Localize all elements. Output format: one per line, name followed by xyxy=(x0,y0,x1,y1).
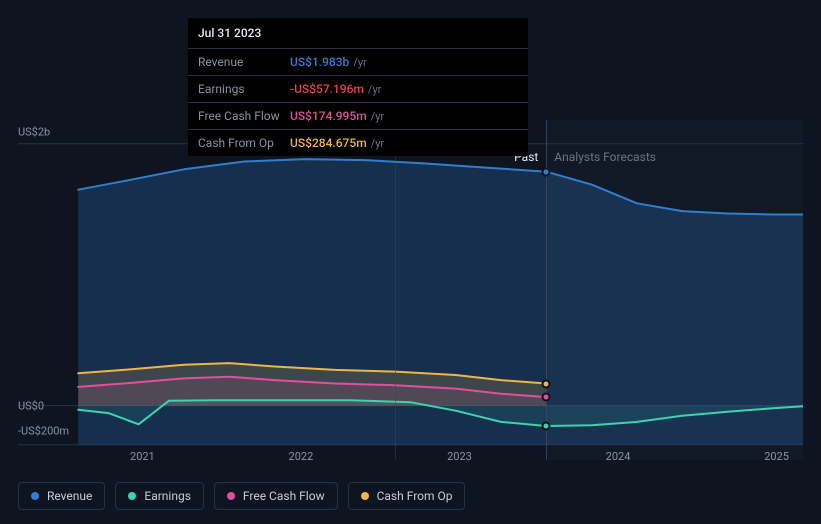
marker-free_cash_flow xyxy=(542,393,551,402)
tooltip-row-label: Revenue xyxy=(198,55,290,69)
x-axis-labels: 2021 2022 2023 2024 2025 xyxy=(18,450,803,470)
x-axis-label: 2025 xyxy=(764,450,789,463)
tooltip-row: Earnings-US$57.196m/yr xyxy=(188,76,528,103)
chart-tooltip: Jul 31 2023 RevenueUS$1.983b/yrEarnings-… xyxy=(188,18,528,156)
y-axis-label: US$2b xyxy=(18,125,50,138)
tooltip-row: Free Cash FlowUS$174.995m/yr xyxy=(188,103,528,130)
legend-dot-icon xyxy=(361,492,369,500)
marker-revenue xyxy=(542,167,551,176)
tooltip-row-value: US$174.995m xyxy=(290,109,367,123)
legend-item-cash_from_op[interactable]: Cash From Op xyxy=(348,482,466,510)
tooltip-row-label: Cash From Op xyxy=(198,136,290,150)
y-axis-label: -US$200m xyxy=(18,425,69,438)
tooltip-row-value: -US$57.196m xyxy=(290,82,364,96)
tooltip-row-suffix: /yr xyxy=(353,56,366,69)
tooltip-row-value: US$284.675m xyxy=(290,136,367,150)
financials-chart[interactable]: US$2b US$0 -US$200m xyxy=(18,120,803,460)
tooltip-row-label: Earnings xyxy=(198,82,290,96)
legend-item-earnings[interactable]: Earnings xyxy=(115,482,204,510)
legend-dot-icon xyxy=(227,492,235,500)
y-axis-label: US$0 xyxy=(18,399,44,412)
legend-item-label: Cash From Op xyxy=(377,489,453,503)
legend-item-label: Earnings xyxy=(144,489,191,503)
tooltip-row-suffix: /yr xyxy=(368,83,381,96)
tooltip-row-suffix: /yr xyxy=(371,137,384,150)
marker-cash_from_op xyxy=(542,379,551,388)
tooltip-row: Cash From OpUS$284.675m/yr xyxy=(188,130,528,156)
legend-item-label: Free Cash Flow xyxy=(243,489,325,503)
x-axis-label: 2022 xyxy=(289,450,314,463)
chart-svg xyxy=(18,120,803,460)
chart-legend: Revenue Earnings Free Cash Flow Cash From O… xyxy=(18,482,465,510)
tooltip-row-suffix: /yr xyxy=(371,110,384,123)
legend-dot-icon xyxy=(128,492,136,500)
x-axis-label: 2023 xyxy=(447,450,472,463)
hover-guideline xyxy=(395,120,396,460)
x-axis-label: 2021 xyxy=(130,450,155,463)
legend-item-label: Revenue xyxy=(47,489,92,503)
x-axis-label: 2024 xyxy=(606,450,631,463)
tooltip-date: Jul 31 2023 xyxy=(188,18,528,49)
legend-item-revenue[interactable]: Revenue xyxy=(18,482,105,510)
marker-earnings xyxy=(542,422,551,431)
legend-item-free_cash_flow[interactable]: Free Cash Flow xyxy=(214,482,338,510)
legend-dot-icon xyxy=(31,492,39,500)
tooltip-row: RevenueUS$1.983b/yr xyxy=(188,49,528,76)
tooltip-row-label: Free Cash Flow xyxy=(198,109,290,123)
section-label-forecast: Analysts Forecasts xyxy=(554,150,656,164)
tooltip-row-value: US$1.983b xyxy=(290,55,349,69)
